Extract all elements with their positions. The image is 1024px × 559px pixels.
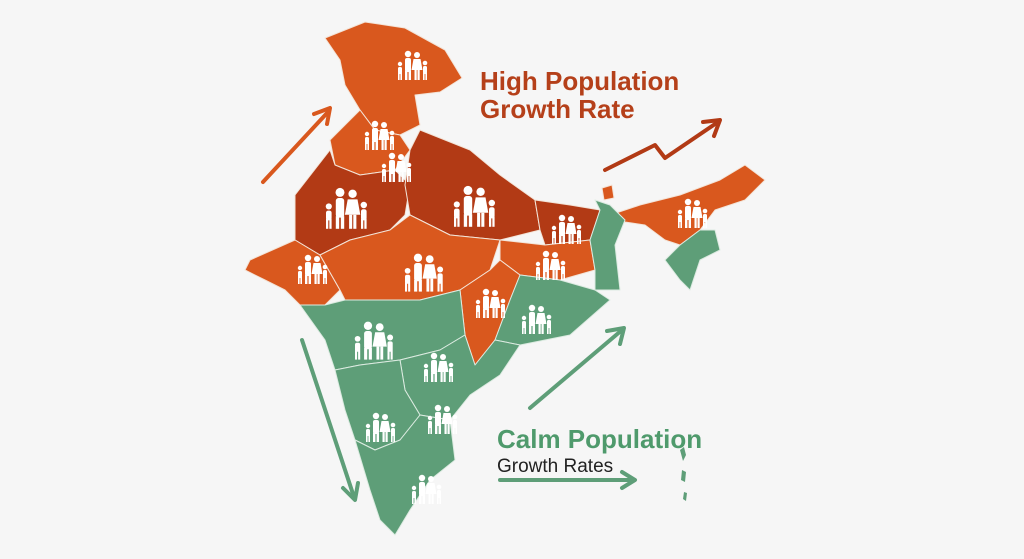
arrow-down	[300, 338, 360, 502]
high-label-line2: Growth Rate	[480, 94, 635, 124]
arrow-right	[498, 470, 637, 490]
region-west-bengal	[589, 199, 626, 291]
calm-label-subtitle: Growth Rates	[497, 456, 613, 477]
calm-label-title: Calm Population	[497, 424, 702, 454]
arrow-up-left	[261, 106, 332, 184]
islands	[680, 447, 687, 501]
calm-growth-regions	[299, 199, 721, 536]
region-northeast-south	[664, 229, 721, 291]
arrows	[261, 106, 722, 502]
region-sikkim	[601, 184, 615, 201]
arrow-up-right	[528, 326, 626, 410]
region-south	[354, 414, 456, 536]
region-north	[324, 21, 463, 136]
arrow-zigzag	[603, 118, 722, 172]
high-label-line1: High Population	[480, 66, 679, 96]
